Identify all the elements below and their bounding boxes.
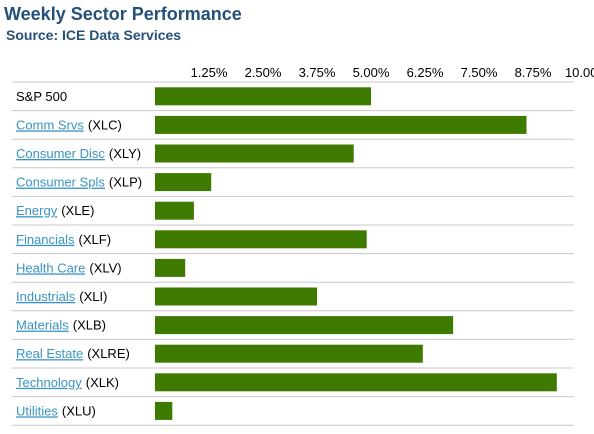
- chart-row: Energy (XLE): [12, 201, 574, 226]
- sector-ticker: (XLP): [109, 175, 142, 190]
- sector-link[interactable]: Consumer Spls: [16, 175, 105, 190]
- bar: [155, 144, 354, 163]
- sector-link[interactable]: Materials: [16, 318, 69, 333]
- x-tick-label: 6.25%: [407, 65, 444, 80]
- x-tick-label: 7.50%: [461, 65, 498, 80]
- chart-row: Health Care (XLV): [12, 258, 574, 283]
- sector-link[interactable]: Financials: [16, 232, 75, 247]
- sector-ticker: (XLC): [88, 117, 122, 132]
- bar: [155, 258, 186, 277]
- sector-ticker: (XLRE): [87, 346, 130, 361]
- bar: [155, 230, 367, 249]
- sector-ticker: (XLB): [73, 318, 106, 333]
- row-label: Technology (XLK): [16, 375, 119, 390]
- bar: [155, 287, 317, 306]
- row-label: Real Estate (XLRE): [16, 346, 130, 361]
- sector-ticker: (XLY): [109, 146, 141, 161]
- sector-link[interactable]: Real Estate: [16, 346, 83, 361]
- x-tick-label: 3.75%: [299, 65, 336, 80]
- sector-ticker: (XLV): [89, 260, 121, 275]
- bar: [155, 373, 557, 392]
- sector-link[interactable]: Utilities: [16, 403, 58, 418]
- sector-link[interactable]: Health Care: [16, 260, 85, 275]
- bar: [155, 173, 212, 192]
- row-label: Energy (XLE): [16, 203, 94, 218]
- bar: [155, 344, 423, 363]
- sector-ticker: (XLI): [79, 289, 107, 304]
- x-tick-label: 1.25%: [191, 65, 228, 80]
- row-label: Comm Srvs (XLC): [16, 117, 122, 132]
- x-tick-label: 5.00%: [353, 65, 390, 80]
- sector-link[interactable]: Industrials: [16, 289, 76, 304]
- bar: [155, 87, 371, 106]
- chart-row: Comm Srvs (XLC): [12, 115, 574, 140]
- row-label: Health Care (XLV): [16, 260, 122, 275]
- bar: [155, 115, 527, 134]
- x-tick-label: 2.50%: [245, 65, 282, 80]
- index-label: S&P 500: [16, 89, 67, 104]
- chart-title: Weekly Sector Performance: [4, 4, 242, 24]
- x-tick-label: 8.75%: [515, 65, 552, 80]
- x-axis-ticks: 1.25% 2.50% 3.75% 5.00% 6.25% 7.50% 8.75% 10.00…: [191, 65, 594, 80]
- row-label: Utilities (XLU): [16, 403, 96, 418]
- row-label: Materials (XLB): [16, 318, 106, 333]
- sector-link[interactable]: Energy: [16, 203, 58, 218]
- bar: [155, 316, 454, 335]
- x-tick-label: 10.00%: [565, 65, 594, 80]
- sector-ticker: (XLU): [62, 403, 96, 418]
- chart-subtitle: Source: ICE Data Services: [6, 27, 182, 43]
- sector-link[interactable]: Technology: [16, 375, 82, 390]
- chart-row: S&P 500: [12, 87, 574, 112]
- sector-link[interactable]: Comm Srvs: [16, 117, 84, 132]
- chart-row: Technology (XLK): [12, 373, 574, 398]
- row-label: S&P 500: [16, 89, 67, 104]
- chart-row: Consumer Disc (XLY): [12, 144, 574, 169]
- chart-row: Materials (XLB): [12, 316, 574, 340]
- row-label: Consumer Spls (XLP): [16, 175, 142, 190]
- chart-row: Industrials (XLI): [12, 287, 574, 312]
- row-label: Consumer Disc (XLY): [16, 146, 141, 161]
- chart-row: Utilities (XLU): [12, 401, 574, 426]
- chart-row: Consumer Spls (XLP): [12, 173, 574, 197]
- sector-ticker: (XLF): [79, 232, 112, 247]
- row-label: Industrials (XLI): [16, 289, 107, 304]
- row-label: Financials (XLF): [16, 232, 111, 247]
- sector-ticker: (XLE): [61, 203, 94, 218]
- bar: [155, 201, 194, 220]
- chart-row: Real Estate (XLRE): [12, 344, 574, 369]
- sector-ticker: (XLK): [86, 375, 119, 390]
- sector-link[interactable]: Consumer Disc: [16, 146, 105, 161]
- bar: [155, 401, 173, 420]
- chart-row: Financials (XLF): [12, 230, 574, 255]
